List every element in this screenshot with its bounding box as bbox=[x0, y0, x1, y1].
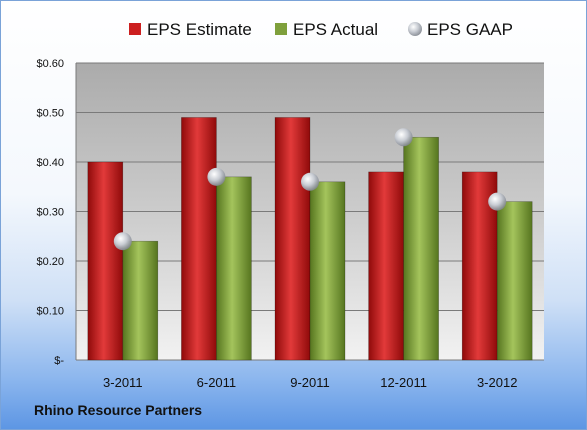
legend-label-eps-estimate: EPS Estimate bbox=[147, 20, 252, 39]
company-name: Rhino Resource Partners bbox=[34, 402, 203, 418]
bar-eps-actual-12-2011 bbox=[403, 136, 439, 361]
bar-eps-actual-9-2011 bbox=[309, 181, 346, 361]
y-tick-label: $0.30 bbox=[36, 207, 64, 219]
marker-eps-gaap-6-2011 bbox=[207, 167, 226, 186]
x-tick-label: 3-2012 bbox=[477, 375, 517, 390]
marker-eps-gaap-9-2011 bbox=[301, 172, 319, 191]
bar-eps-estimate-3-2011 bbox=[87, 161, 124, 361]
bar-eps-estimate-12-2011 bbox=[368, 171, 404, 361]
x-tick-label: 9-2011 bbox=[290, 375, 330, 390]
legend-swatch-eps-actual bbox=[275, 23, 287, 35]
x-tick-label: 12-2011 bbox=[380, 375, 427, 390]
x-tick-label: 6-2011 bbox=[197, 375, 237, 390]
y-tick-label: $- bbox=[54, 355, 64, 367]
legend: EPS Estimate EPS Actual EPS GAAP bbox=[129, 20, 513, 39]
y-tick-label: $0.20 bbox=[36, 256, 64, 268]
bar-eps-actual-6-2011 bbox=[216, 176, 252, 361]
y-tick-label: $0.10 bbox=[36, 306, 64, 318]
y-tick-label: $0.40 bbox=[36, 157, 64, 169]
bar-eps-estimate-9-2011 bbox=[274, 117, 311, 361]
y-tick-label: $0.50 bbox=[36, 108, 64, 120]
marker-eps-gaap-12-2011 bbox=[394, 128, 413, 147]
bar-eps-actual-3-2011 bbox=[122, 240, 159, 361]
x-tick-label: 3-2011 bbox=[103, 375, 143, 390]
marker-eps-gaap-3-2011 bbox=[113, 232, 132, 251]
legend-label-eps-gaap: EPS GAAP bbox=[427, 20, 513, 39]
y-tick-label: $0.60 bbox=[36, 58, 64, 70]
legend-marker-eps-gaap bbox=[408, 22, 422, 36]
bar-eps-estimate-6-2011 bbox=[181, 117, 217, 361]
legend-swatch-eps-estimate bbox=[129, 23, 141, 35]
legend-label-eps-actual: EPS Actual bbox=[293, 20, 378, 39]
bar-eps-actual-3-2012 bbox=[496, 201, 533, 361]
marker-eps-gaap-3-2012 bbox=[488, 192, 507, 211]
